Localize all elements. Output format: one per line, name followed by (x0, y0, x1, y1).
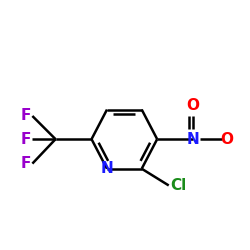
Text: Cl: Cl (170, 178, 186, 193)
Text: N: N (187, 132, 200, 147)
Text: O: O (220, 132, 233, 147)
Text: F: F (21, 132, 31, 147)
Text: O: O (187, 98, 200, 113)
Text: N: N (100, 161, 113, 176)
Text: F: F (21, 108, 31, 124)
Text: F: F (21, 156, 31, 171)
